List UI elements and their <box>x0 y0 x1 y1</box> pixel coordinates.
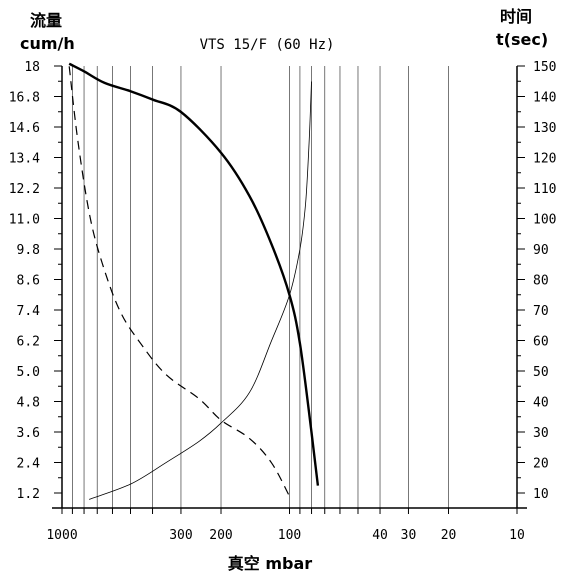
y-left-tick-label: 3.6 <box>17 426 40 441</box>
series <box>68 62 320 500</box>
x-tick-label: 20 <box>441 528 457 543</box>
chart-title: VTS 15/F (60 Hz) <box>200 37 335 53</box>
y-left-tick-label: 5.0 <box>17 365 40 380</box>
y-left-tick-label: 12.2 <box>9 182 40 197</box>
time-curve-dashed <box>68 66 291 497</box>
x-tick-label: 1000 <box>46 528 77 543</box>
y-right-tick-label: 110 <box>533 182 556 197</box>
y-right-tick-label: 100 <box>533 213 556 228</box>
y-right-tick-label: 30 <box>533 426 549 441</box>
y-left-tick-label: 16.8 <box>9 91 40 106</box>
y-left-tick-label: 11.0 <box>9 213 40 228</box>
x-axis-label: 真空 mbar <box>228 554 312 573</box>
y-left-tick-label: 18 <box>24 60 40 75</box>
x-tick-label: 40 <box>372 528 388 543</box>
y-right-tick-label: 70 <box>533 304 549 319</box>
time-curve-thin <box>88 81 312 500</box>
y-left-label-line2: cum/h <box>20 34 75 53</box>
y-left-label-line1: 流量 <box>30 11 62 30</box>
y-right-tick-label: 60 <box>533 335 549 350</box>
y-right-tick-label: 140 <box>533 91 556 106</box>
y-left-tick-label: 1.2 <box>17 487 40 502</box>
y-right-tick-label: 40 <box>533 396 549 411</box>
x-tick-label: 100 <box>278 528 301 543</box>
y-right-tick-label: 150 <box>533 60 556 75</box>
y-left-tick-label: 4.8 <box>17 396 40 411</box>
y-left-tick-label: 9.8 <box>17 243 40 258</box>
y-right-tick-label: 20 <box>533 457 549 472</box>
flow-rate-curve <box>68 62 320 486</box>
y-right-tick-label: 90 <box>533 243 549 258</box>
y-left-tick-label: 14.6 <box>9 121 40 136</box>
y-left-tick-label: 6.2 <box>17 335 40 350</box>
y-right-tick-label: 50 <box>533 365 549 380</box>
x-tick-label: 10 <box>509 528 525 543</box>
y-left-tick-label: 2.4 <box>17 457 41 472</box>
y-right-tick-label: 120 <box>533 152 556 167</box>
y-left-tick-label: 13.4 <box>9 152 40 167</box>
x-tick-label: 200 <box>209 528 232 543</box>
ticks: 1000 300 200 100 40 30 20 10 18 150 16.8 140 14.6 130… <box>9 60 557 543</box>
y-left-tick-label: 8.6 <box>17 274 40 289</box>
y-right-label-line1: 时间 <box>500 7 532 26</box>
y-right-tick-label: 80 <box>533 274 549 289</box>
x-tick-label: 300 <box>169 528 192 543</box>
y-right-label-line2: t(sec) <box>496 30 548 49</box>
grid <box>61 66 518 508</box>
y-right-tick-label: 10 <box>533 487 549 502</box>
y-left-tick-label: 7.4 <box>17 304 41 319</box>
y-right-tick-label: 130 <box>533 121 556 136</box>
x-tick-label: 30 <box>401 528 417 543</box>
